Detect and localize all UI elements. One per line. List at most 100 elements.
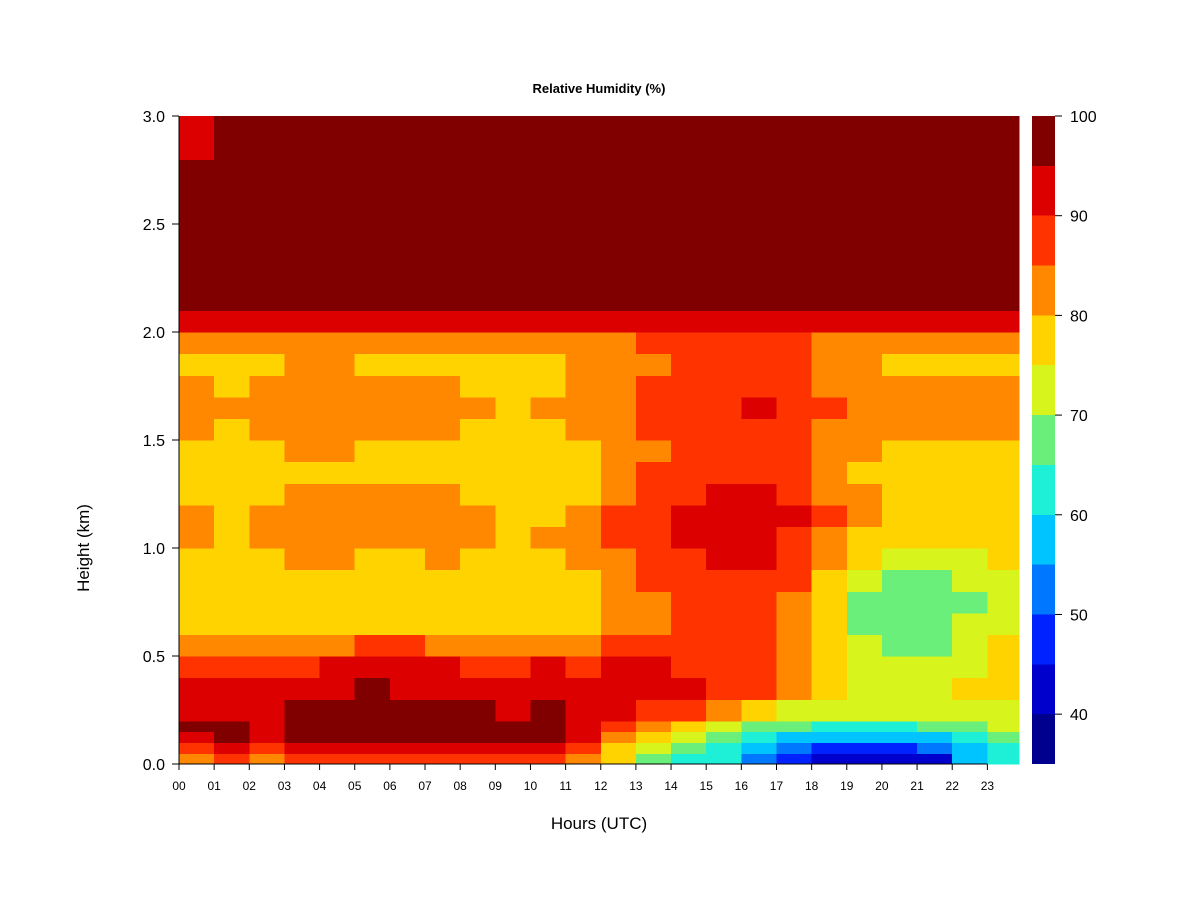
heatmap-cell (776, 591, 813, 614)
heatmap-cell (530, 656, 567, 679)
heatmap-cell (671, 440, 707, 463)
heatmap-cell (846, 504, 883, 527)
heatmap-cell (917, 353, 953, 376)
heatmap-cell (530, 548, 567, 571)
heatmap-cell (389, 396, 426, 419)
heatmap-cell (776, 332, 813, 355)
heatmap-cell (354, 396, 391, 419)
heatmap-cell (249, 656, 286, 679)
heatmap-cell (706, 591, 742, 614)
heatmap-cell (249, 731, 286, 743)
heatmap-cell (425, 483, 461, 506)
heatmap-cell (249, 353, 286, 376)
heatmap-cell (846, 461, 883, 484)
heatmap-cell (179, 418, 215, 441)
heatmap-cell (987, 548, 1020, 571)
colorbar-segment (1032, 714, 1055, 764)
heatmap-cell (354, 159, 391, 203)
heatmap-cell (846, 332, 883, 355)
heatmap-cell (846, 483, 883, 506)
heatmap-cell (881, 353, 918, 376)
heatmap-cell (354, 677, 391, 700)
heatmap-cell (776, 677, 813, 700)
heatmap-cell (495, 548, 532, 571)
heatmap-cell (987, 699, 1020, 722)
heatmap-cell (354, 461, 391, 484)
heatmap-cell (671, 504, 707, 527)
heatmap-cell (600, 202, 637, 247)
heatmap-cell (179, 202, 215, 247)
heatmap-cell (600, 677, 637, 700)
heatmap-cell (776, 461, 813, 484)
heatmap-cell (635, 753, 672, 765)
x-tick-label: 11 (559, 779, 572, 793)
heatmap-cell (987, 375, 1020, 398)
heatmap-cell (635, 591, 672, 614)
heatmap-cell (600, 731, 637, 743)
heatmap-cell (706, 332, 742, 355)
heatmap-cell (354, 483, 391, 506)
heatmap-cell (319, 396, 356, 419)
heatmap-cell (811, 548, 848, 571)
heatmap-cell (600, 612, 637, 635)
heatmap-cell (635, 677, 672, 700)
heatmap-cell (425, 742, 461, 754)
heatmap-cell (987, 461, 1020, 484)
colorbar-segment (1032, 315, 1055, 366)
heatmap-cell (495, 731, 532, 743)
heatmap-cell (635, 461, 672, 484)
heatmap-cell (565, 353, 602, 376)
heatmap-cell (741, 677, 778, 700)
heatmap-cell (600, 742, 637, 754)
heatmap-cell (284, 591, 321, 614)
x-tick-label: 10 (524, 779, 538, 793)
x-tick-label: 09 (489, 779, 503, 793)
heatmap-cell (530, 245, 567, 290)
heatmap-cell (776, 504, 813, 527)
heatmap-cell (917, 245, 953, 290)
y-tick-label: 3.0 (143, 109, 165, 126)
heatmap-cell (179, 461, 215, 484)
heatmap-cell (284, 202, 321, 247)
heatmap-cell (425, 634, 461, 657)
x-tick-label: 18 (805, 779, 819, 793)
heatmap-cell (846, 731, 883, 743)
heatmap-cell (952, 569, 988, 592)
heatmap-cell (284, 375, 321, 398)
heatmap-cell (460, 656, 496, 679)
heatmap-cell (987, 396, 1020, 419)
heatmap-cell (354, 504, 391, 527)
heatmap-cell (425, 504, 461, 527)
heatmap-cell (179, 483, 215, 506)
colorbar (1032, 116, 1055, 764)
heatmap-cell (284, 461, 321, 484)
heatmap-cell (635, 483, 672, 506)
colorbar-tick-label: 80 (1070, 308, 1088, 325)
x-tick-label: 01 (207, 779, 221, 793)
heatmap-cell (635, 418, 672, 441)
heatmap-cell (425, 396, 461, 419)
colorbar-segment (1032, 614, 1055, 665)
heatmap-cell (706, 720, 742, 733)
heatmap-cell (495, 396, 532, 419)
heatmap-cell (354, 720, 391, 733)
heatmap-cell (565, 548, 602, 571)
heatmap-cell (179, 504, 215, 527)
heatmap-cell (811, 440, 848, 463)
heatmap-cell (249, 634, 286, 657)
heatmap-cell (917, 720, 953, 733)
heatmap-cell (987, 440, 1020, 463)
heatmap-cell (917, 569, 953, 592)
heatmap-cell (741, 742, 778, 754)
heatmap-cell (706, 548, 742, 571)
y-tick-label: 0.0 (143, 757, 165, 774)
x-tick-label: 15 (700, 779, 714, 793)
heatmap-cell (319, 753, 356, 765)
heatmap-cell (284, 720, 321, 733)
heatmap-cell (214, 731, 250, 743)
heatmap-cell (846, 526, 883, 549)
heatmap-cell (214, 440, 250, 463)
heatmap-cell (987, 159, 1020, 203)
heatmap-cell (917, 504, 953, 527)
heatmap-cell (354, 742, 391, 754)
